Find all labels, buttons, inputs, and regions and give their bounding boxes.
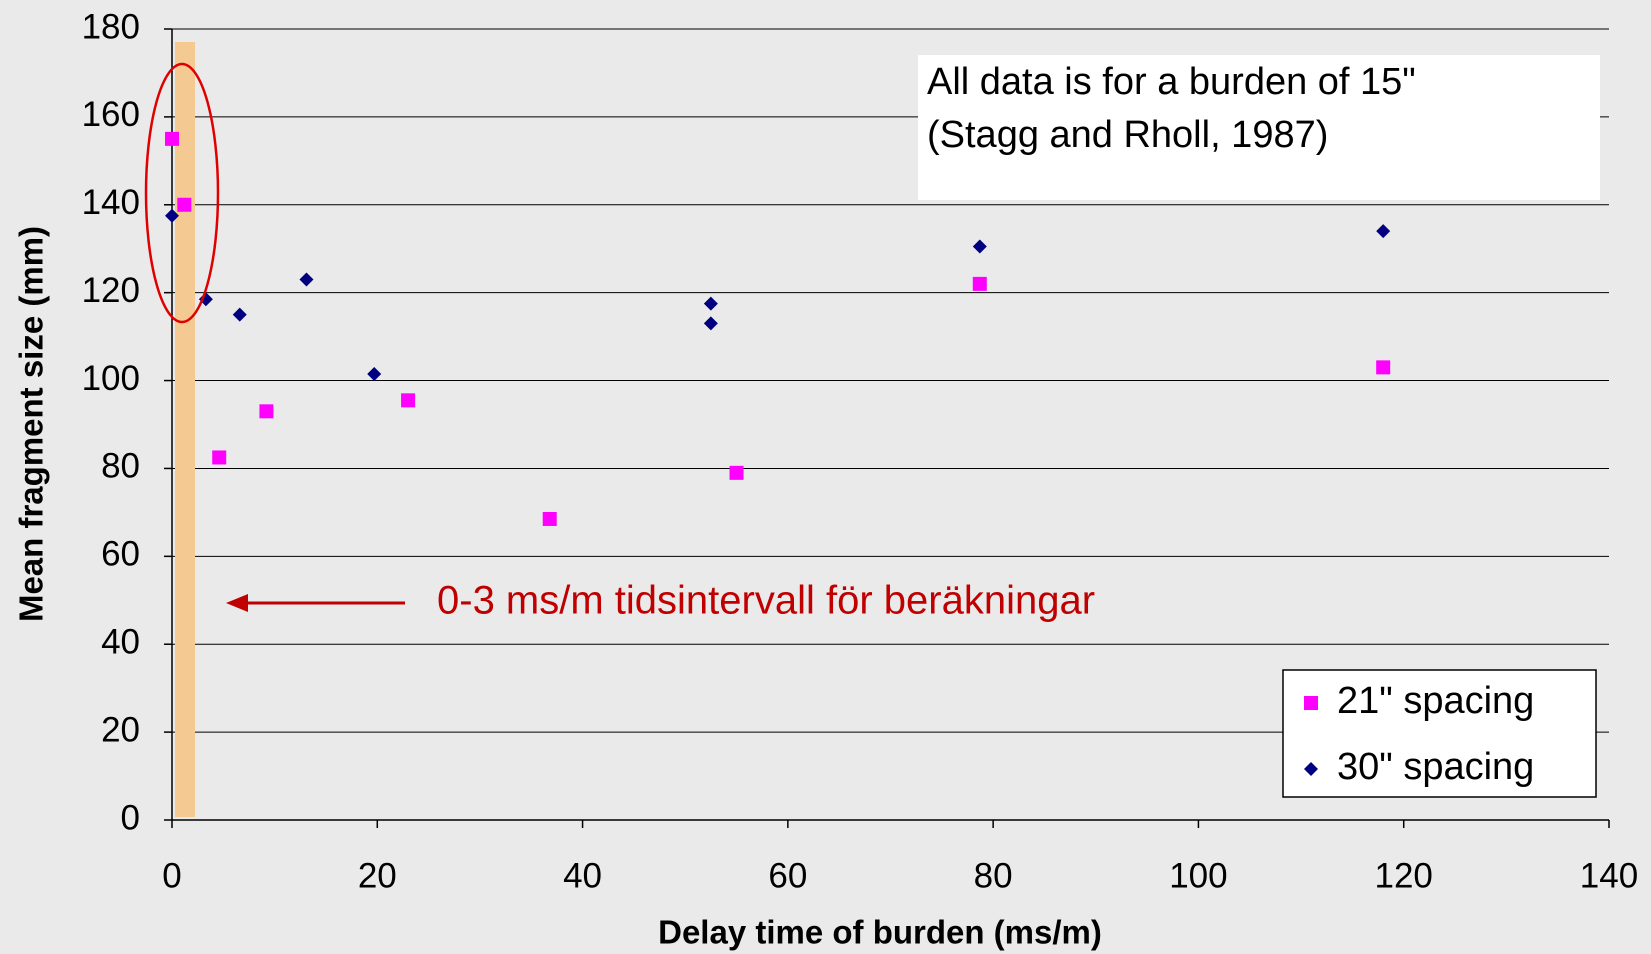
y-tick-label: 20 (101, 710, 140, 749)
point (703, 296, 718, 311)
y-axis-title: Mean fragment size (mm) (13, 226, 50, 622)
point (165, 131, 179, 146)
legend-swatch (1304, 762, 1318, 776)
note-text: (Stagg and Rholl, 1987) (927, 114, 1328, 156)
y-tick-label: 0 (121, 798, 140, 837)
x-tick-label: 60 (768, 856, 807, 895)
grid: 0 20 40 60 80 100 120 140 160 180 0 20 40 60 80 100 120 1… (82, 7, 1639, 895)
x-tick-label: 0 (162, 856, 181, 895)
x-tick-label: 120 (1375, 856, 1433, 895)
point (972, 239, 987, 254)
point (177, 197, 192, 212)
point (729, 465, 744, 480)
point (972, 276, 987, 291)
y-tick-label: 160 (82, 95, 140, 134)
x-tick-label: 100 (1169, 856, 1227, 895)
legend-label: 30" spacing (1337, 746, 1534, 788)
y-tick-label: 180 (82, 7, 140, 46)
legend-swatch (1304, 696, 1318, 710)
highlight-ellipse (144, 62, 220, 324)
point (1376, 224, 1391, 239)
point (542, 511, 557, 526)
y-tick-label: 120 (82, 271, 140, 310)
note-text: All data is for a burden of 15" (927, 61, 1416, 103)
point (299, 272, 314, 287)
x-axis-title: Delay time of burden (ms/m) (658, 914, 1102, 951)
x-tick-label: 40 (563, 856, 602, 895)
x-tick-label: 80 (974, 856, 1013, 895)
point (1376, 360, 1391, 375)
point (259, 404, 274, 419)
point (232, 307, 247, 322)
point (165, 208, 179, 223)
highlight-band (175, 42, 195, 817)
range-annotation: 0-3 ms/m tidsintervall för beräkningar (437, 579, 1095, 623)
y-tick-label: 40 (101, 622, 140, 661)
marks (165, 131, 1391, 526)
point (401, 393, 416, 408)
y-tick-label: 100 (82, 359, 140, 398)
point (703, 316, 718, 331)
legend (1282, 669, 1597, 798)
y-tick-label: 140 (82, 183, 140, 222)
y-tick-label: 60 (101, 535, 140, 574)
y-tick-label: 80 (101, 447, 140, 486)
note-box (918, 55, 1600, 200)
legend-label: 21" spacing (1337, 680, 1534, 722)
x-tick-label: 140 (1580, 856, 1638, 895)
point (212, 450, 227, 465)
arrow-head (226, 594, 248, 612)
x-tick-label: 20 (358, 856, 397, 895)
point (367, 366, 382, 381)
legend-entries: 21" spacing 30" spacing (1304, 680, 1534, 788)
